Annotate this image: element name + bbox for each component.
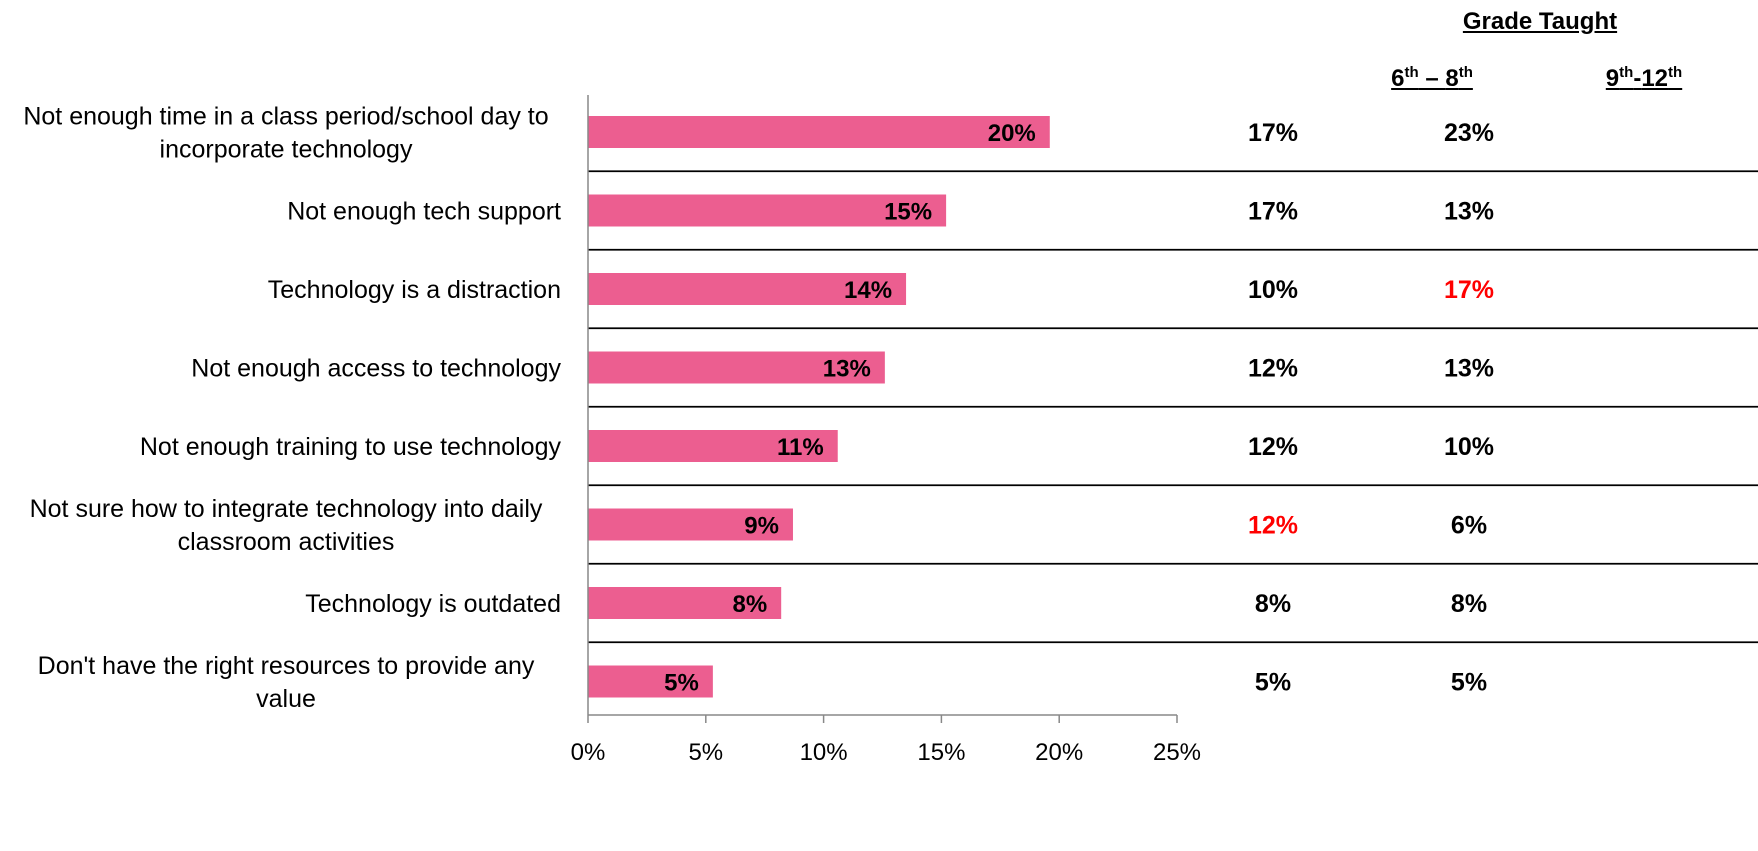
grade-6-8-value: 17%: [1248, 198, 1298, 226]
bar-data-label: 9%: [744, 513, 779, 540]
bar-data-label: 5%: [664, 670, 699, 697]
column-header-6-8: 6th – 8th: [1391, 64, 1473, 92]
bar: [588, 665, 713, 698]
category-label: Technology is outdated: [305, 590, 561, 618]
bar: [588, 430, 838, 462]
bar-data-label: 20%: [988, 120, 1036, 147]
category-label: Not enough tech support: [287, 198, 561, 226]
category-label: Technology is a distraction: [268, 276, 561, 304]
bar-data-label: 8%: [733, 591, 768, 618]
grade-6-8-value: 12%: [1248, 355, 1298, 383]
bar-data-label: 15%: [884, 199, 932, 226]
grade-taught-title: Grade Taught: [1462, 8, 1618, 35]
bar-data-label: 13%: [823, 356, 871, 383]
grade-6-8-value: 5%: [1255, 669, 1291, 697]
grade-9-12-value: 5%: [1451, 669, 1487, 697]
x-tick-label: 15%: [917, 739, 965, 766]
x-tick-label: 5%: [688, 739, 723, 766]
category-label: Not enough access to technology: [191, 355, 561, 383]
category-label: Not sure how to integrate technology int…: [30, 495, 543, 556]
column-header-9-12: 9th-12th: [1605, 64, 1683, 92]
grade-6-8-value: 8%: [1255, 590, 1291, 618]
bar: [588, 194, 947, 227]
grade-6-8-value: 12%: [1248, 512, 1298, 540]
grade-9-12-value: 6%: [1451, 512, 1487, 540]
category-label: Don't have the right resources to provid…: [38, 652, 535, 713]
x-tick-label: 20%: [1035, 739, 1083, 766]
bar-data-label: 14%: [844, 277, 892, 304]
bar: [588, 351, 885, 384]
x-tick-label: 10%: [800, 739, 848, 766]
bar: [588, 587, 782, 619]
grade-9-12-value: 13%: [1444, 198, 1494, 226]
bar: [588, 508, 793, 541]
grade-6-8-value: 17%: [1248, 119, 1298, 147]
grade-6-8-value: 10%: [1248, 276, 1298, 304]
grade-9-12-value: 8%: [1451, 590, 1487, 618]
category-label: Not enough training to use technology: [140, 433, 562, 461]
x-tick-label: 0%: [571, 739, 606, 766]
grade-9-12-value: 17%: [1444, 276, 1494, 304]
x-tick-label: 25%: [1153, 739, 1201, 766]
grade-9-12-value: 13%: [1444, 355, 1494, 383]
category-label: Not enough time in a class period/school…: [23, 103, 548, 164]
bar-data-label: 11%: [777, 434, 824, 461]
grade-6-8-value: 12%: [1248, 433, 1298, 461]
grade-9-12-value: 10%: [1444, 433, 1494, 461]
bar: [588, 116, 1050, 148]
grade-9-12-value: 23%: [1444, 119, 1494, 147]
bar: [588, 273, 907, 305]
